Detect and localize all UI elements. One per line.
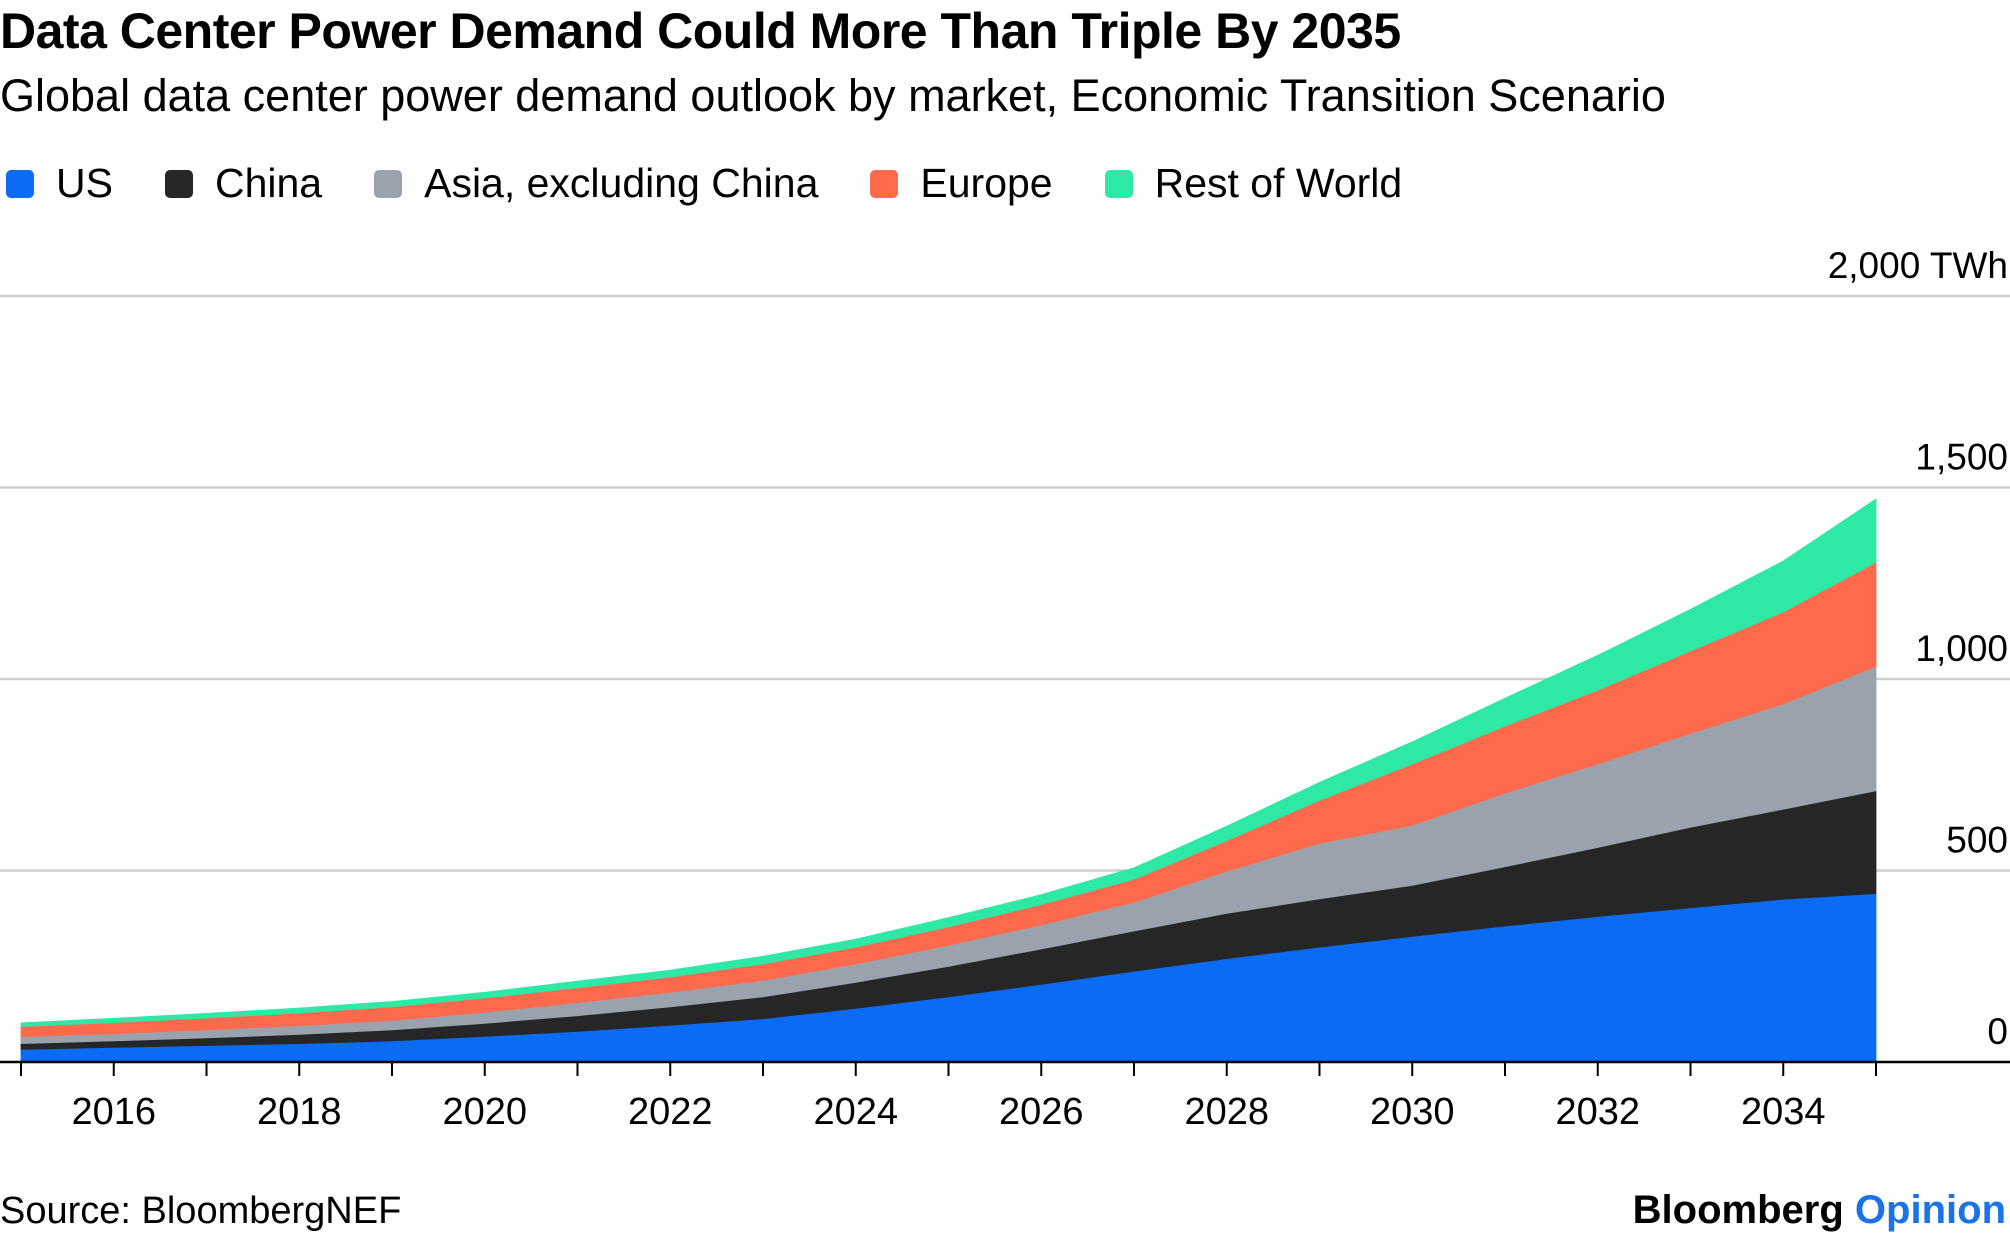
y-tick-label-2000: 2,000 TWh bbox=[1828, 245, 2008, 286]
legend-label-asia: Asia, excluding China bbox=[424, 160, 819, 206]
legend-label-us: US bbox=[56, 160, 113, 206]
brand-primary: Bloomberg bbox=[1632, 1188, 1844, 1232]
legend: US China Asia, excluding China Europe Re… bbox=[0, 160, 1448, 207]
source-note: Source: BloombergNEF bbox=[0, 1190, 402, 1232]
legend-label-china: China bbox=[214, 160, 323, 206]
x-tick-label-2026: 2026 bbox=[999, 1091, 1084, 1133]
brand-logo: Bloomberg Opinion bbox=[1633, 1188, 2006, 1233]
brand-secondary: Opinion bbox=[1854, 1188, 2006, 1232]
x-tick-label-2032: 2032 bbox=[1555, 1091, 1640, 1133]
y-axis-labels: 0 500 1,000 1,500 2,000 TWh bbox=[1828, 245, 2008, 1052]
y-tick-label-0: 0 bbox=[1987, 1011, 2008, 1052]
legend-item-china: China bbox=[159, 160, 322, 207]
legend-swatch-europe bbox=[870, 169, 899, 198]
chart-title: Data Center Power Demand Could More Than… bbox=[0, 3, 1401, 59]
x-tick-label-2034: 2034 bbox=[1741, 1091, 1826, 1133]
x-tick-label-2016: 2016 bbox=[71, 1091, 156, 1133]
legend-swatch-asia bbox=[374, 169, 403, 198]
x-tick-label-2022: 2022 bbox=[628, 1091, 713, 1133]
y-tick-label-1500: 1,500 bbox=[1915, 437, 2008, 478]
legend-item-rest-of-world: Rest of World bbox=[1099, 160, 1403, 207]
x-tick-label-2020: 2020 bbox=[442, 1091, 527, 1133]
y-tick-label-1000: 1,000 bbox=[1915, 628, 2008, 669]
legend-item-europe: Europe bbox=[864, 160, 1053, 207]
legend-item-us: US bbox=[0, 160, 113, 207]
x-tick-label-2028: 2028 bbox=[1184, 1091, 1269, 1133]
x-axis: 2016 2018 2020 2022 2024 2026 2028 2030 2032 2034 bbox=[0, 1060, 2010, 1133]
legend-label-europe: Europe bbox=[920, 160, 1053, 206]
x-tick-label-2030: 2030 bbox=[1370, 1091, 1455, 1133]
legend-label-rest-of-world: Rest of World bbox=[1154, 160, 1403, 206]
y-tick-label-500: 500 bbox=[1946, 820, 2008, 861]
legend-item-asia: Asia, excluding China bbox=[368, 160, 818, 207]
area-rest-of-world bbox=[20, 498, 1877, 1027]
x-tick-label-2024: 2024 bbox=[813, 1091, 898, 1133]
legend-swatch-us bbox=[6, 169, 34, 198]
legend-swatch-rest-of-world bbox=[1104, 169, 1133, 198]
chart-subtitle: Global data center power demand outlook … bbox=[0, 70, 1666, 121]
legend-swatch-china bbox=[164, 169, 193, 198]
x-tick-label-2018: 2018 bbox=[257, 1091, 342, 1133]
area-series bbox=[20, 498, 1877, 1063]
